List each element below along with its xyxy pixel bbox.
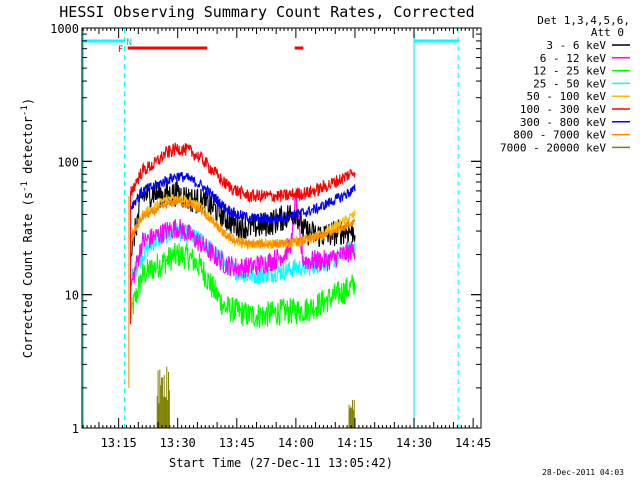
plot-area: FN — [82, 28, 459, 428]
series-line — [130, 142, 356, 204]
y-tick-label: 1000 — [50, 22, 79, 36]
x-tick-label: 14:00 — [278, 436, 314, 450]
x-tick-label: 14:15 — [337, 436, 373, 450]
legend-label: 25 - 50 keV — [533, 77, 606, 90]
y-axis-label-sup: -1 — [20, 105, 30, 116]
x-tick-label: 13:15 — [101, 436, 137, 450]
legend-label: 800 - 7000 keV — [513, 129, 606, 142]
flag-label-f: F — [118, 45, 123, 55]
chart-title: HESSI Observing Summary Count Rates, Cor… — [59, 3, 474, 21]
legend-header-line: Det 1,3,4,5,6, — [537, 14, 630, 27]
legend-label: 300 - 800 keV — [520, 116, 606, 129]
y-tick-label: 1 — [72, 422, 79, 436]
legend-label: 6 - 12 keV — [540, 52, 607, 65]
series-line — [129, 191, 356, 251]
plot-frame — [81, 27, 482, 429]
x-tick-label: 14:45 — [455, 436, 491, 450]
legend-header-line: Att 0 — [591, 26, 624, 39]
y-axis-label-part: Corrected Count Rate (s — [21, 192, 35, 358]
x-tick-label: 13:45 — [219, 436, 255, 450]
legend-label: 50 - 100 keV — [527, 90, 607, 103]
series-line — [129, 197, 356, 249]
x-tick-label: 13:30 — [160, 436, 196, 450]
y-axis-label: Corrected Count Rate (s-1 detector-1) — [20, 98, 35, 358]
y-tick-label: 100 — [57, 155, 79, 169]
axes: 13:15 13:30 13:45 14:00 14:15 14:30 14:45 1 10 10… — [50, 22, 491, 450]
timestamp-footer: 28-Dec-2011 04:03 — [542, 468, 624, 477]
y-axis-label-part: ) — [21, 98, 35, 105]
series-line — [129, 191, 356, 296]
series-line — [129, 172, 356, 224]
y-tick-label: 10 — [65, 289, 79, 303]
flag-label-n: N — [127, 38, 132, 48]
legend-label: 3 - 6 keV — [546, 39, 606, 52]
legend-label: 12 - 25 keV — [533, 65, 606, 78]
y-axis-label-part: detector — [21, 116, 35, 181]
x-tick-label: 14:30 — [396, 436, 432, 450]
series-line — [129, 242, 356, 328]
y-axis-label-sup: -1 — [20, 181, 30, 192]
legend-label: 100 - 300 keV — [520, 103, 606, 116]
x-axis-label: Start Time (27-Dec-11 13:05:42) — [169, 456, 393, 470]
legend-label: 7000 - 20000 keV — [500, 141, 606, 154]
